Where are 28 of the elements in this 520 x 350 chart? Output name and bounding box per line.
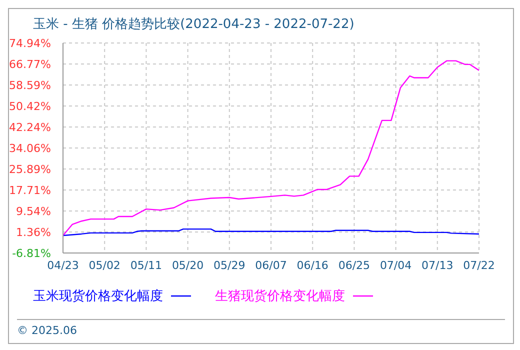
legend-label: 生猪现货价格变化幅度 [215, 288, 346, 305]
x-tick-label: 06/16 [296, 258, 328, 272]
text: © 2025.06 [17, 324, 77, 337]
x-tick-label: 07/04 [380, 258, 412, 272]
legend-label: 玉米现货价格变化幅度 [33, 288, 164, 305]
y-tick-label: 9.54% [16, 205, 51, 218]
y-tick-label: 1.36% [16, 226, 51, 240]
y-tick-label: 17.71% [9, 184, 51, 198]
x-tick-label: 06/25 [338, 258, 370, 272]
y-tick-label: 74.94% [9, 37, 51, 50]
y-tick-label: 34.06% [9, 142, 51, 156]
x-tick-label: 05/20 [172, 258, 204, 272]
x-tick-label: 05/11 [130, 258, 162, 272]
y-tick-label: 42.24% [9, 121, 51, 134]
x-tick-label: 07/22 [463, 258, 495, 272]
x-tick-label: 04/23 [47, 258, 79, 272]
y-tick-label: 50.42% [9, 100, 51, 113]
y-tick-label: -6.81% [12, 247, 51, 260]
line-series [63, 60, 479, 236]
x-tick-label: 07/13 [422, 258, 454, 272]
chart-title: 玉米 - 生猪 价格趋势比较(2022-04-23 - 2022-07-22) [32, 16, 356, 34]
line-series [63, 228, 479, 236]
x-tick-label: 06/07 [255, 258, 287, 272]
x-tick-label: 05/29 [214, 258, 246, 272]
y-tick-label: 58.59% [9, 79, 51, 92]
x-tick-label: 05/02 [88, 258, 120, 272]
y-tick-label: 25.89% [9, 163, 51, 176]
y-tick-label: 66.77% [9, 58, 51, 71]
